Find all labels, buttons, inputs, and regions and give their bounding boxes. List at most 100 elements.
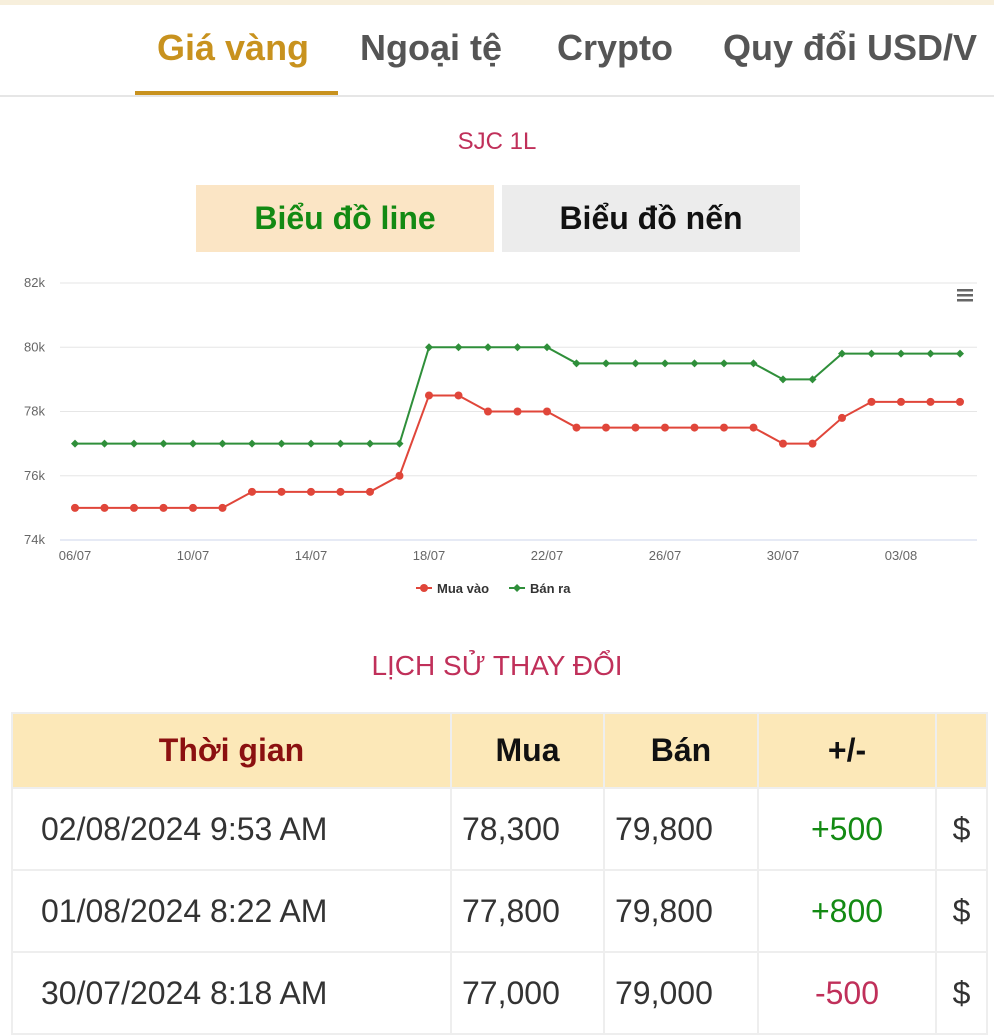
table-row: 01/08/2024 8:22 AM 77,800 79,800 +800 $ [11,869,988,953]
point [749,423,758,432]
table-body: 02/08/2024 9:53 AM 78,300 79,800 +500 $01/08… [11,787,988,1035]
point [572,423,581,432]
x-tick-label: 22/07 [531,548,564,563]
table-cell: 78,300 [450,787,605,871]
point [454,391,463,400]
legend-item[interactable]: Mua vào [416,581,489,596]
point [395,471,404,480]
x-tick-label: 03/08 [885,548,918,563]
point [867,349,876,358]
legend-marker [513,584,522,592]
point [661,359,669,368]
x-tick-label: 10/07 [177,548,210,563]
point [336,487,345,496]
menu-bar [957,294,973,297]
menu-bar [957,289,973,292]
point [897,349,905,358]
tab[interactable]: Quy đổi USD/V [723,27,978,68]
point [808,439,817,448]
point [336,439,345,448]
point [307,487,315,496]
subtitle: SJC 1L [457,128,537,155]
point [454,343,463,352]
menu-icon[interactable] [957,289,973,302]
table-cell[interactable]: $ [935,869,988,953]
table-cell: 79,800 [603,787,759,871]
chart-button[interactable]: Biểu đồ line [196,185,494,252]
legend-label: Mua vào [437,581,489,596]
header-cell: Mua [450,712,605,789]
point [897,397,905,406]
point [543,407,551,416]
point [366,439,374,448]
x-tick-label: 26/07 [649,548,682,563]
point [867,397,876,406]
point [602,423,610,432]
y-tick-label: 80k [24,339,45,354]
table-cell: 01/08/2024 8:22 AM [11,869,452,953]
table-cell: +800 [757,869,937,953]
y-tick-label: 82k [24,275,45,290]
y-tick-label: 74k [24,532,45,547]
history-table: Thời gian Mua Bán +/- 02/08/2024 9:53 AM 78,… [11,712,988,1035]
point [926,397,935,406]
point [277,487,286,496]
point [631,423,640,432]
table-cell[interactable]: $ [935,951,988,1035]
tab-underline [135,91,338,95]
point [218,503,227,512]
point [395,439,404,448]
point [100,439,109,448]
point [661,423,669,432]
table-cell: 77,000 [450,951,605,1035]
tab[interactable]: Crypto [557,27,673,68]
x-tick-label: 18/07 [413,548,446,563]
header-cell: +/- [757,712,937,789]
legend-label: Bán ra [530,581,571,596]
point [277,439,286,448]
legend-item[interactable]: Bán ra [509,581,571,596]
point [838,349,846,358]
point [956,397,964,406]
x-tick-label: 06/07 [59,548,92,563]
point [838,413,846,422]
x-tick-label: 14/07 [295,548,328,563]
y-tick-label: 76k [24,468,45,483]
point [425,343,433,352]
menu-bar [957,299,973,302]
point [130,439,138,448]
top-strip [0,0,994,5]
header-cell: Bán [603,712,759,789]
series [71,343,964,448]
point [159,439,168,448]
point [425,391,433,400]
header-row: Thời gian Mua Bán +/- [11,712,988,789]
chart-button[interactable]: Biểu đồ nến [502,185,800,252]
y-tick-label: 78k [24,404,45,419]
point [631,359,640,368]
table-cell: 30/07/2024 8:18 AM [11,951,452,1035]
table-cell: +500 [757,787,937,871]
table-cell: 77,800 [450,869,605,953]
point [956,349,964,358]
point [366,487,374,496]
series-line [75,346,960,445]
point [159,503,168,512]
tab[interactable]: Giá vàng [157,27,310,68]
header-cell [935,712,988,789]
tab-bar: Giá vàng Ngoại tệ Crypto Quy đổi USD/V [0,5,994,97]
table-cell[interactable]: $ [935,787,988,871]
point [690,423,699,432]
chart: 74k 76k 78k 80k 82k 06/07 10/07 14/07 18/07 22/07… [24,275,977,596]
point [513,407,522,416]
point [189,439,197,448]
point [572,359,581,368]
point [100,503,109,512]
header-cell: Thời gian [11,712,452,789]
point [218,439,227,448]
tab[interactable]: Ngoại tệ [360,27,503,68]
table-cell: 02/08/2024 9:53 AM [11,787,452,871]
legend-marker [420,584,428,592]
point [484,343,492,352]
point [808,375,817,384]
